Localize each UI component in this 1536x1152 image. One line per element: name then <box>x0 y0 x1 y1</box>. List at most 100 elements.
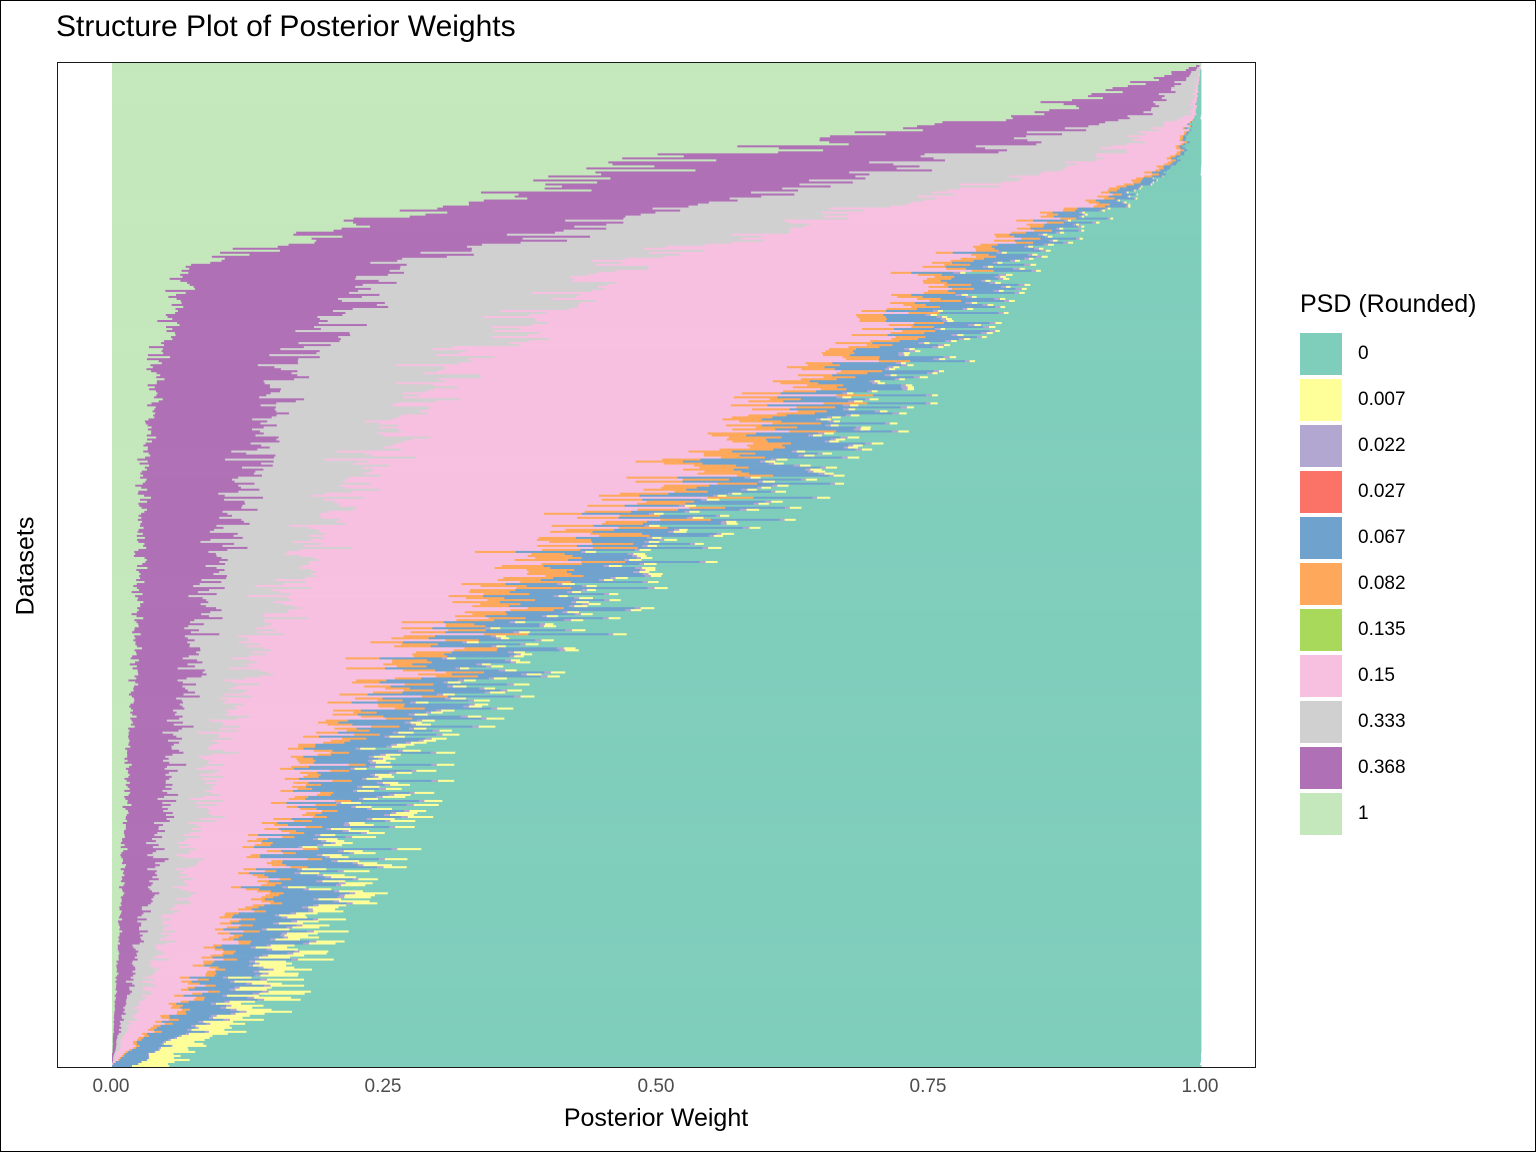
bar-segment <box>112 556 145 560</box>
bar-segment <box>136 653 200 656</box>
bar-segment <box>376 432 709 435</box>
bar-segment <box>1092 221 1097 224</box>
bar-segment <box>1102 209 1106 212</box>
bar-segment <box>329 924 1202 927</box>
bar-segment <box>141 486 242 489</box>
bar-segment <box>558 595 569 598</box>
bar-segment <box>127 1030 155 1034</box>
bar-segment <box>971 283 1019 287</box>
bar-segment <box>581 550 586 554</box>
bar-segment <box>423 739 437 743</box>
bar-segment <box>749 526 761 530</box>
bar-segment <box>581 556 637 560</box>
bar-segment <box>273 968 313 971</box>
bar-segment <box>1194 115 1201 118</box>
bar-segment <box>209 759 298 763</box>
bar-segment <box>1199 73 1202 76</box>
bar-segment <box>1156 179 1159 182</box>
bar-segment <box>197 731 317 734</box>
bar-segment <box>1000 281 1202 285</box>
bar-segment <box>290 599 488 602</box>
bar-segment <box>112 271 189 275</box>
bar-segment <box>917 307 964 311</box>
bar-segment <box>204 996 248 1000</box>
bar-segment <box>392 731 399 734</box>
bar-segment <box>172 318 321 321</box>
bar-segment <box>1198 91 1202 94</box>
bar-segment <box>135 1044 140 1048</box>
bar-segment <box>124 1008 140 1012</box>
bar-segment <box>800 464 811 467</box>
bar-segment <box>405 745 1202 749</box>
bar-segment <box>830 185 1001 188</box>
bar-segment <box>322 809 338 813</box>
bar-segment <box>350 334 528 337</box>
bar-segment <box>762 480 776 483</box>
bar-segment <box>135 968 160 971</box>
bar-segment <box>434 791 1202 795</box>
bar-segment <box>932 169 1062 172</box>
bar-segment <box>135 595 189 598</box>
bar-segment <box>1171 157 1178 160</box>
bar-segment <box>662 458 701 461</box>
bar-segment <box>314 575 546 578</box>
bar-segment <box>185 291 350 295</box>
bar-segment <box>125 826 160 829</box>
bar-segment <box>188 900 262 903</box>
bar-segment <box>136 1012 178 1016</box>
bar-segment <box>697 472 750 475</box>
bar-segment <box>117 1036 123 1040</box>
bar-segment <box>290 755 304 759</box>
bar-segment <box>341 854 1202 857</box>
bar-segment <box>498 669 506 672</box>
bar-segment <box>855 348 905 351</box>
bar-segment <box>196 659 251 662</box>
bar-segment <box>1130 195 1202 198</box>
bar-segment <box>577 305 912 309</box>
bar-segment <box>349 892 356 895</box>
bar-segment <box>596 263 945 267</box>
bar-segment <box>129 663 188 666</box>
bar-segment <box>204 964 250 967</box>
bar-segment <box>1197 89 1202 92</box>
bar-segment <box>945 358 1202 361</box>
bar-segment <box>308 910 314 913</box>
bar-segment <box>330 842 336 845</box>
bar-segment <box>112 912 122 915</box>
bar-segment <box>269 386 459 389</box>
bar-segment <box>418 673 453 676</box>
bar-segment <box>1180 149 1185 152</box>
bar-segment <box>183 751 239 755</box>
bar-segment <box>460 681 1202 684</box>
bar-segment <box>276 424 399 427</box>
bar-segment <box>163 1042 204 1046</box>
bar-segment <box>825 470 1202 473</box>
bar-segment <box>506 683 515 686</box>
bar-segment <box>112 402 152 405</box>
bar-segment <box>1166 173 1201 176</box>
bar-segment <box>140 936 167 939</box>
bar-segment <box>914 322 945 325</box>
bar-segment <box>134 984 157 987</box>
bar-segment <box>907 364 914 367</box>
bar-segment <box>131 1048 159 1052</box>
bar-segment <box>134 550 209 554</box>
bar-segment <box>951 287 975 291</box>
bar-segment <box>306 811 322 815</box>
bar-segment <box>203 962 213 965</box>
bar-segment <box>897 295 923 299</box>
bar-segment <box>112 954 119 957</box>
bar-segment <box>166 326 315 329</box>
bar-segment <box>864 398 870 401</box>
bar-segment <box>179 749 225 753</box>
bar-segment <box>333 791 411 795</box>
bar-segment <box>302 735 320 738</box>
bar-segment <box>944 344 951 347</box>
bar-segment <box>504 597 575 600</box>
bar-segment <box>807 384 844 387</box>
bar-segment <box>136 1040 164 1044</box>
bar-segment <box>513 683 530 686</box>
x-tick-3: 0.75 <box>909 1076 947 1097</box>
bar-segment <box>784 506 791 510</box>
bar-segment <box>300 548 543 552</box>
